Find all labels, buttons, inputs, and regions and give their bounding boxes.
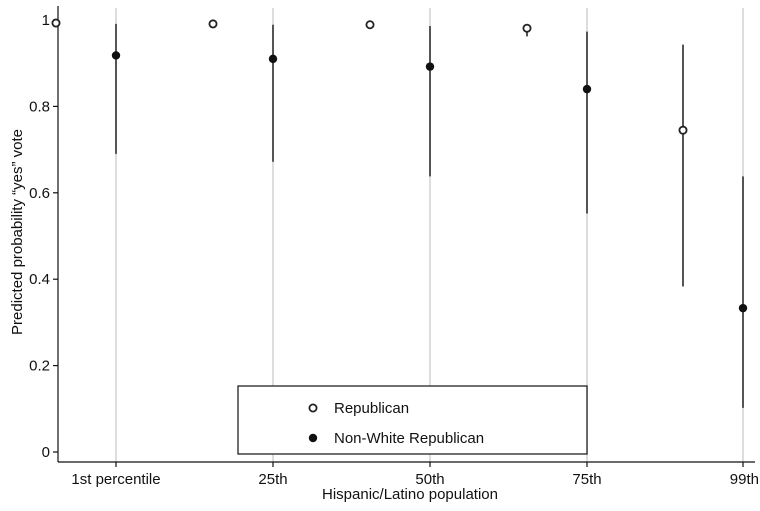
point-series1-2: [425, 62, 435, 71]
point-series0-3: [522, 23, 532, 33]
legend-box: [237, 385, 588, 455]
x-tick-label-3: 75th: [572, 471, 601, 488]
x-tick-label-2: 50th: [415, 471, 444, 488]
legend-marker-republican: [308, 403, 318, 413]
point-series0-1: [208, 19, 218, 29]
x-tick-label-1: 25th: [258, 471, 287, 488]
point-series0-2: [365, 20, 375, 30]
y-tick-label-5: 1: [42, 12, 50, 29]
legend-label-republican: Republican: [334, 400, 409, 417]
x-axis-label: Hispanic/Latino population: [322, 486, 498, 503]
y-axis-label: Predicted probability “yes” vote: [9, 129, 26, 335]
point-series1-0: [111, 51, 121, 60]
data-points: [51, 18, 748, 313]
tick-labels: 0 0.2 0.4 0.6 0.8 1 1st percentile 25th 50th 75th…: [29, 12, 759, 488]
legend: Republican Non-White Republican: [237, 385, 588, 455]
point-series1-3: [582, 84, 592, 94]
legend-label-non-white-republican: Non-White Republican: [334, 430, 484, 447]
confidence-intervals: [55, 21, 744, 408]
point-series0-0: [51, 18, 61, 28]
point-series1-1: [268, 54, 278, 64]
legend-marker-non-white-republican: [308, 433, 318, 443]
y-tick-label-2: 0.4: [29, 271, 50, 288]
y-tick-label-4: 0.8: [29, 98, 50, 115]
y-tick-label-1: 0.2: [29, 358, 50, 375]
y-tick-label-3: 0.6: [29, 185, 50, 202]
y-tick-label-0: 0: [42, 444, 50, 461]
point-series0-4: [678, 125, 688, 135]
point-series1-4: [738, 303, 748, 313]
x-tick-label-4: 99th: [730, 471, 759, 488]
x-tick-label-0: 1st percentile: [71, 471, 160, 488]
